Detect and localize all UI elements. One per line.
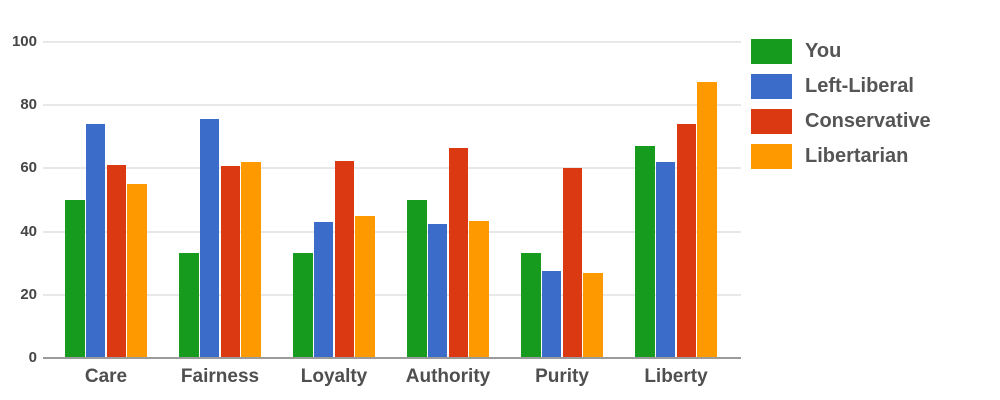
legend-item-libertarian: Libertarian (751, 144, 931, 169)
bar-you-purity[interactable] (521, 252, 541, 358)
bar-conservative-purity[interactable] (562, 168, 583, 358)
bar-left-liberal-fairness[interactable] (199, 119, 220, 358)
legend-item-you: You (751, 39, 931, 64)
category-label-care: Care (84, 366, 128, 387)
bar-libertarian-liberty[interactable] (697, 81, 717, 358)
legend: You Left-Liberal Conservative Libertarian (751, 39, 931, 179)
bar-you-care[interactable] (65, 200, 85, 358)
gridline-y80 (43, 104, 741, 107)
bar-group-fairness (179, 42, 261, 358)
bar-group-care (65, 42, 147, 358)
bar-libertarian-fairness[interactable] (241, 162, 261, 358)
gridline-y60 (43, 167, 741, 170)
bar-conservative-authority[interactable] (448, 147, 469, 358)
bar-libertarian-purity[interactable] (583, 272, 603, 358)
category-label-liberty: Liberty (644, 366, 708, 387)
bar-you-liberty[interactable] (635, 146, 655, 358)
bar-you-authority[interactable] (407, 200, 427, 358)
legend-swatch-left-liberal (751, 74, 792, 99)
bar-group-liberty (635, 42, 717, 358)
bar-libertarian-loyalty[interactable] (355, 215, 375, 358)
bar-you-loyalty[interactable] (293, 252, 313, 358)
bar-conservative-loyalty[interactable] (334, 160, 355, 358)
category-label-fairness: Fairness (180, 366, 260, 387)
bar-you-fairness[interactable] (179, 252, 199, 358)
legend-item-conservative: Conservative (751, 109, 931, 134)
bar-left-liberal-liberty[interactable] (655, 162, 676, 358)
y-tick-label: 0 (28, 349, 37, 366)
plot-area (43, 41, 741, 359)
legend-label: Left-Liberal (805, 75, 914, 97)
bar-conservative-liberty[interactable] (676, 124, 697, 358)
category-label-authority: Authority (405, 366, 491, 387)
bar-group-loyalty (293, 42, 375, 358)
legend-label: Libertarian (805, 145, 909, 167)
gridline-y40 (43, 230, 741, 233)
bar-conservative-care[interactable] (106, 165, 127, 358)
gridline-y20 (43, 293, 741, 296)
bar-left-liberal-authority[interactable] (427, 223, 448, 358)
category-label-loyalty: Loyalty (300, 366, 368, 387)
bar-left-liberal-loyalty[interactable] (313, 222, 334, 358)
y-tick-label: 80 (20, 96, 37, 114)
legend-swatch-libertarian (751, 144, 792, 169)
bar-group-purity (521, 42, 603, 358)
bar-libertarian-authority[interactable] (469, 220, 489, 358)
category-label-purity: Purity (535, 366, 589, 387)
y-tick-label: 40 (20, 222, 37, 240)
bar-group-authority (407, 42, 489, 358)
bar-left-liberal-purity[interactable] (541, 271, 562, 358)
bar-left-liberal-care[interactable] (85, 124, 106, 358)
y-tick-label: 100 (11, 33, 37, 50)
y-tick-label: 20 (20, 285, 37, 303)
bar-libertarian-care[interactable] (127, 184, 147, 358)
legend-swatch-you (751, 39, 792, 64)
legend-item-left-liberal: Left-Liberal (751, 74, 931, 99)
legend-label: Conservative (805, 110, 931, 132)
bar-conservative-fairness[interactable] (220, 166, 241, 358)
legend-label: You (805, 40, 842, 62)
gridline-y100 (43, 41, 741, 43)
y-tick-label: 60 (20, 159, 37, 177)
x-axis-baseline (43, 357, 741, 359)
legend-swatch-conservative (751, 109, 792, 134)
